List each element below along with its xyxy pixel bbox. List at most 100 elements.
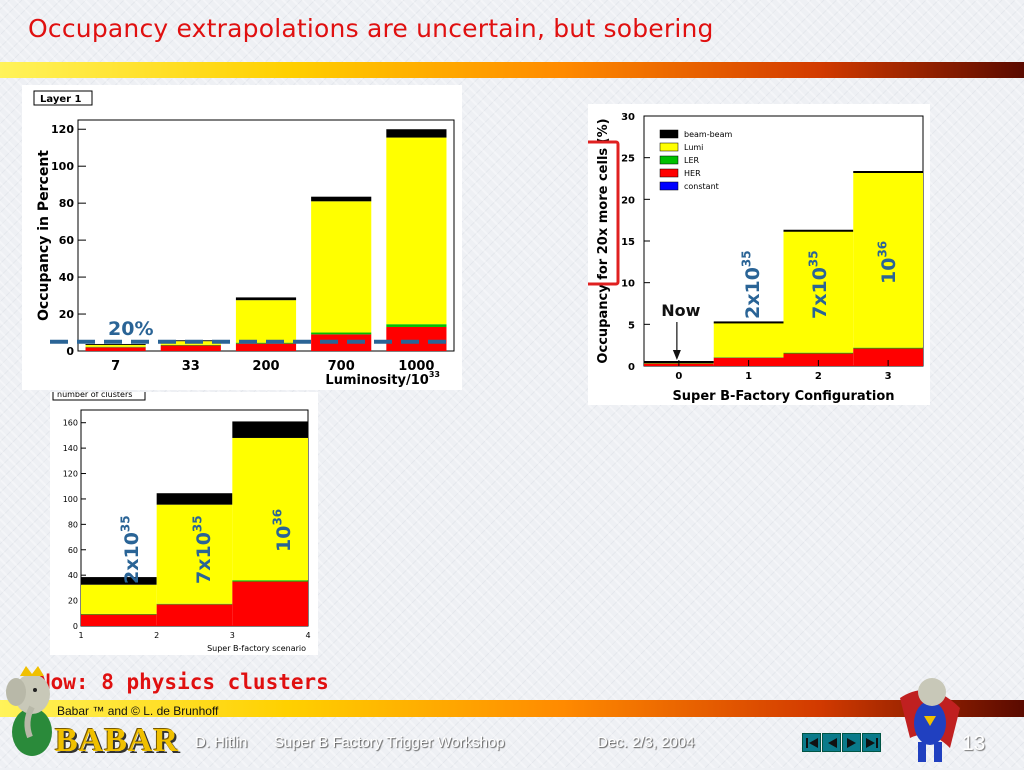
bar-segment-2 [311,201,372,333]
y-tick-label: 25 [621,154,635,165]
triangle-right-icon [846,737,856,748]
bar-segment-Lumi [853,172,923,348]
y-tick-label: 100 [51,160,74,173]
bar-segment-Lumi [713,322,784,358]
x-tick-label: 1000 [398,359,434,374]
bar-segment-3 [311,196,372,202]
y-tick-label: 120 [63,470,78,479]
y-tick-label: 10 [621,279,635,290]
bar-segment-1 [156,603,233,605]
y-axis-label: Occupancy in Percent [36,150,52,321]
bar-segment-Lumi [783,231,854,353]
y-tick-label: 20 [621,195,635,206]
bar-segment-LER [783,352,854,354]
legend-label: beam-beam [684,130,732,139]
legend-swatch [659,142,679,152]
y-tick-label: 60 [68,546,78,555]
bar-segment-1 [81,613,157,615]
y-tick-label: 80 [68,520,78,529]
babar-logo: BABAR [55,722,180,759]
legend-swatch [659,155,679,165]
now-label: Now [661,301,700,320]
x-tick-label: 1 [78,631,83,640]
next-slide-button[interactable] [842,733,861,752]
slide-navigation [802,733,881,752]
bar-segment-1 [232,580,308,582]
skip-forward-icon [865,737,878,748]
legend-label: HER [684,169,701,178]
bar-segment-1 [386,324,447,327]
bar-segment-0 [81,614,157,626]
bar-segment-3 [232,421,308,438]
first-slide-button[interactable] [802,733,821,752]
bar-segment-beam-beam [783,229,854,232]
bar-segment-0 [156,604,233,626]
legend-swatch [659,168,679,178]
legend-swatch [659,129,679,139]
cluster-annotation-3: 1036 [270,509,295,552]
config-annotation-2: 7x1035 [806,250,831,319]
layer1-occupancy-chart: Layer 1 0 20 40 60 80 100 120 7 33 200 700 1000 Occup… [33,90,455,388]
bar-segment-2 [386,137,447,325]
y-tick-label: 80 [59,197,75,210]
y-tick-label: 30 [621,112,635,123]
y-tick-label: 0 [66,345,74,358]
bar-segment-HER [783,353,854,366]
x-axis-label: Super B-Factory Configuration [672,389,894,404]
bar-segment-1 [311,332,372,335]
config-occupancy-chart: 0 5 10 15 20 25 30 0 1 2 3 beam-beam Lumi LER HER const… [584,112,924,404]
x-tick-label: 4 [305,631,310,640]
now-arrow-head [672,350,681,360]
x-tick-label: 2 [815,371,822,382]
triangle-left-icon [827,737,837,748]
x-tick-label: 2 [154,631,159,640]
y-tick-label: 140 [63,444,78,453]
footer-author: D. Hitlin [195,734,248,751]
babar-credit: Babar ™ and © L. de Brunhoff [57,704,219,718]
panel-label-box [33,90,93,106]
bar-segment-beam-beam [853,171,923,173]
y-tick-label: 60 [59,234,75,247]
bar-segment-2 [85,344,146,347]
bar-segment-0 [232,581,308,626]
y-tick-label: 0 [628,362,635,373]
bar-segment-2 [156,504,233,604]
y-tick-label: 20 [59,308,75,321]
layer1-chart-panel: Layer 1 0 20 40 60 80 100 120 7 33 200 700 1000 Occup… [22,85,462,390]
bar-segment-0 [386,326,447,351]
bar-segment-3 [235,297,297,301]
bar-segment-1 [85,346,146,348]
y-tick-label: 160 [63,419,78,428]
bar-segment-HER [853,348,923,366]
bar-segment-3 [386,129,447,138]
y-axis-label: Occupancy for 20x more cells (%) [596,118,611,363]
twenty-percent-label: 20% [108,318,153,340]
bar-segment-0 [235,343,297,351]
bar-segment-3 [85,343,146,345]
y-tick-label: 15 [621,237,635,248]
y-tick-label: 100 [63,495,78,504]
cluster-annotation-1: 2x1035 [118,515,143,584]
cluster-annotation-2: 7x1035 [190,515,215,584]
superhero-elephant-icon [890,668,970,770]
legend-swatch [659,181,679,191]
y-tick-label: 120 [51,123,74,136]
x-axis-label: Super B-factory scenario [207,644,306,653]
panel-label: Layer 1 [40,94,82,105]
legend-label: constant [684,182,719,191]
y-tick-label: 20 [68,597,78,606]
last-slide-button[interactable] [862,733,881,752]
x-tick-label: 3 [885,371,892,382]
x-tick-label: 0 [675,371,682,382]
x-tick-label: 700 [328,359,355,374]
footer-event: Super B Factory Trigger Workshop [274,734,505,751]
bar-segment-1 [160,344,221,346]
y-tick-label: 5 [628,320,635,331]
x-tick-label: 200 [252,359,279,374]
x-tick-label: 33 [182,359,200,374]
bar-segment-3 [156,493,233,505]
y-tick-label: 40 [59,271,75,284]
x-tick-label: 1 [745,371,752,382]
previous-slide-button[interactable] [822,733,841,752]
bar-segment-3 [81,577,157,585]
